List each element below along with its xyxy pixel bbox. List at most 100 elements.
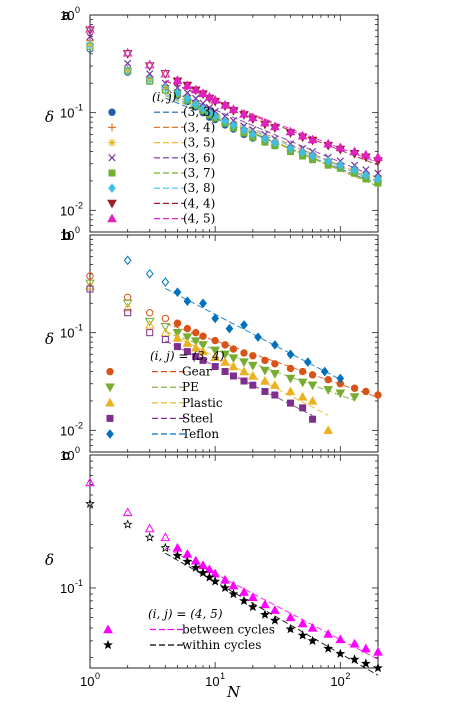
legend-marker — [105, 383, 115, 393]
y-tick-label-exponent: -2 — [75, 420, 83, 430]
legend-label: Gear — [182, 365, 212, 379]
data-point — [211, 313, 220, 324]
y-tick-label: 10 — [60, 203, 74, 218]
data-point — [220, 357, 230, 366]
y-axis-label-a: δ — [45, 108, 54, 126]
data-point — [373, 662, 383, 673]
data-point — [146, 77, 154, 85]
data-point — [260, 366, 270, 376]
data-point — [239, 108, 249, 118]
data-point — [198, 88, 208, 97]
data-point — [335, 142, 346, 152]
data-point — [335, 389, 346, 399]
data-point — [124, 309, 132, 317]
data-point — [307, 381, 318, 391]
data-point — [260, 117, 270, 127]
y-tick-label-exponent: -1 — [75, 323, 83, 333]
y-tick-label: 10 — [60, 106, 74, 121]
data-point — [239, 358, 249, 368]
data-point — [190, 337, 201, 347]
data-point — [271, 360, 279, 368]
data-point — [146, 70, 154, 78]
data-point — [270, 121, 280, 131]
data-point — [285, 374, 296, 384]
data-point — [307, 622, 318, 632]
y-axis-label-b: δ — [45, 330, 54, 348]
data-point — [210, 576, 221, 586]
data-point — [287, 399, 295, 407]
legend-marker — [108, 108, 116, 116]
data-point — [298, 367, 307, 376]
data-point — [145, 74, 154, 85]
data-point — [173, 287, 182, 297]
legend-label: PE — [182, 380, 199, 394]
data-point — [145, 75, 154, 84]
legend-marker — [108, 154, 116, 162]
legend-marker — [103, 639, 113, 650]
data-point — [228, 104, 239, 114]
data-point — [350, 384, 359, 392]
data-point — [144, 62, 155, 72]
data-point — [271, 391, 279, 399]
data-point — [261, 387, 269, 395]
legend-label: within cycles — [182, 638, 261, 652]
data-point — [362, 387, 370, 396]
data-point — [122, 50, 133, 59]
data-point — [85, 477, 95, 487]
data-point — [298, 147, 307, 158]
data-point — [228, 354, 239, 364]
data-point — [85, 26, 95, 36]
data-point — [146, 329, 154, 337]
data-point — [239, 366, 249, 376]
x-tick-label: 10 — [80, 674, 94, 689]
data-point — [336, 373, 345, 384]
legend-title: (i, j) = (3, 4) — [150, 349, 225, 363]
x-tick-label-exponent: 1 — [220, 671, 225, 681]
data-point — [160, 542, 171, 553]
data-point — [122, 507, 133, 517]
data-point — [309, 415, 317, 423]
data-point — [204, 572, 215, 582]
x-axis-label: N — [226, 683, 241, 701]
data-point — [191, 99, 200, 110]
data-point — [247, 592, 258, 602]
data-point — [349, 638, 360, 648]
data-point — [297, 630, 308, 640]
data-point — [229, 345, 238, 353]
data-point — [373, 646, 383, 656]
data-point — [323, 425, 334, 435]
data-point — [182, 556, 193, 566]
data-point — [86, 33, 94, 41]
legend-label: (3, 3) — [183, 105, 215, 119]
data-point — [228, 361, 239, 371]
plot-frame — [89, 14, 379, 233]
data-point — [270, 605, 280, 614]
data-point — [161, 314, 170, 323]
data-point — [271, 340, 279, 350]
data-point — [225, 323, 234, 334]
data-point — [323, 386, 334, 395]
data-point — [229, 116, 238, 125]
data-point — [260, 599, 270, 609]
data-point — [144, 523, 155, 533]
data-point — [307, 395, 318, 405]
data-point — [85, 279, 95, 289]
data-point — [229, 372, 237, 380]
y-tick-label-exponent: 0 — [75, 5, 80, 15]
data-point — [307, 635, 318, 646]
legend-label: (3, 4) — [183, 120, 215, 134]
data-point — [297, 130, 308, 140]
data-point — [161, 82, 170, 93]
y-tick-label: 10 — [60, 423, 74, 438]
data-point — [183, 296, 192, 306]
legend-label: (4, 5) — [183, 212, 215, 226]
data-point — [286, 143, 295, 154]
data-point — [303, 357, 312, 367]
data-point — [323, 138, 334, 148]
data-point — [86, 272, 94, 280]
legend-label: (4, 4) — [183, 196, 215, 210]
data-point — [199, 332, 207, 340]
plot-frame — [89, 454, 379, 669]
fit-line-1 — [165, 331, 355, 401]
